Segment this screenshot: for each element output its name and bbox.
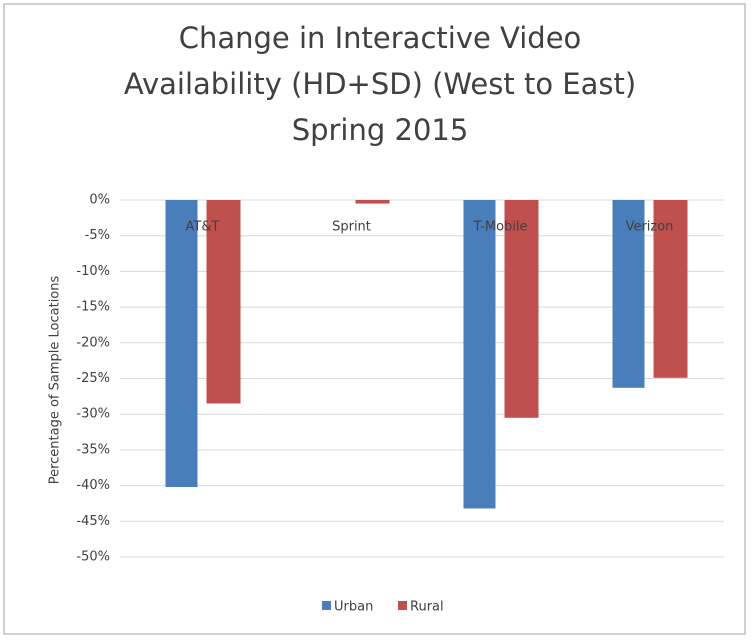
bar — [653, 200, 688, 378]
legend-swatch — [398, 601, 407, 610]
category-label: Verizon — [626, 220, 674, 235]
y-tick-label: -40% — [76, 478, 110, 493]
y-axis-label: Percentage of Sample Locations — [48, 275, 63, 484]
chart-title: Availability (HD+SD) (West to East) — [124, 67, 636, 101]
bar — [504, 200, 539, 418]
bar — [206, 200, 241, 404]
y-tick-label: -50% — [76, 550, 110, 565]
y-tick-label: -45% — [76, 514, 110, 529]
bar — [612, 200, 645, 388]
y-tick-label: -15% — [76, 300, 110, 315]
y-tick-label: -30% — [76, 407, 110, 422]
bar — [165, 200, 198, 488]
legend-swatch — [322, 601, 331, 610]
category-label: Sprint — [332, 220, 371, 235]
bar — [355, 200, 390, 204]
legend-label: Rural — [410, 600, 444, 615]
y-tick-label: 0% — [89, 193, 110, 208]
y-tick-label: -25% — [76, 371, 110, 386]
category-label: T-Mobile — [472, 220, 527, 235]
y-tick-label: -35% — [76, 442, 110, 457]
legend-label: Urban — [334, 600, 373, 615]
bar — [463, 200, 496, 509]
category-label: AT&T — [186, 220, 220, 235]
y-tick-label: -10% — [76, 264, 110, 279]
chart-title: Spring 2015 — [292, 113, 469, 147]
y-tick-label: -20% — [76, 335, 110, 350]
chart-title: Change in Interactive Video — [179, 21, 582, 55]
y-tick-label: -5% — [85, 228, 110, 243]
